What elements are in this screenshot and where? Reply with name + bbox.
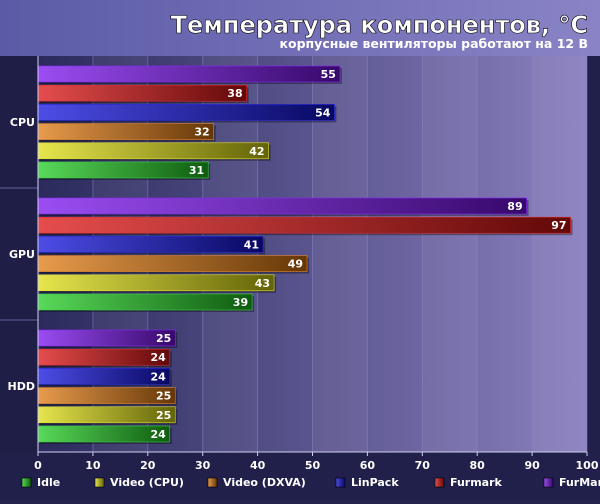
x-tick-label: 60 [360,459,376,472]
grid-band [92,56,148,452]
x-tick-label: 10 [85,459,101,472]
bar-hdd-video-dxva- [37,387,176,404]
legend-swatch [543,477,554,488]
category-label: HDD [8,380,35,393]
legend-swatch [21,477,32,488]
data-label: 25 [156,332,171,345]
data-label: 24 [150,370,166,383]
data-label: 43 [255,277,270,290]
bar-hdd-video-cpu- [37,406,176,424]
x-tick-label: 90 [524,459,540,472]
category-label: GPU [9,248,35,261]
bar-cpu-video-dxva- [37,123,214,140]
data-label: 97 [551,219,566,232]
bar-cpu-linpack [37,104,335,121]
bar-gpu-video-cpu- [37,274,275,292]
bar-hdd-furmark-linpack [37,329,176,347]
bar-gpu-linpack [37,236,264,253]
data-label: 25 [156,409,171,422]
x-tick-label: 100 [576,459,599,472]
legend-swatch [94,477,105,488]
legend-swatch [434,477,445,488]
x-tick-label: 40 [250,459,266,472]
data-label: 49 [288,258,303,271]
x-tick-label: 20 [140,459,156,472]
x-tick-label: 0 [34,459,42,472]
data-label: 25 [156,390,171,403]
data-label: 32 [194,126,209,139]
category-band [0,56,38,452]
x-tick-label: 80 [470,459,486,472]
grid-band [312,56,368,452]
grid-band [422,56,478,452]
data-label: 42 [249,145,264,158]
bar-gpu-furmark-linpack [37,197,527,215]
grid-band [202,56,258,452]
legend-swatch [207,477,218,488]
legend-label: Furmark [450,476,503,489]
legend-label: FurMark+LinPack [559,476,600,489]
grid-band [532,56,587,452]
bar-cpu-furmark [37,84,247,102]
x-tick-label: 30 [195,459,211,472]
bar-cpu-furmark-linpack [37,65,341,83]
data-label: 31 [189,164,204,177]
legend-label: Video (DXVA) [223,476,306,489]
category-label: CPU [10,116,35,129]
bar-gpu-furmark [37,216,571,234]
bar-gpu-video-dxva- [37,255,308,272]
data-label: 39 [233,296,248,309]
x-tick-label: 70 [415,459,431,472]
chart-subtitle: корпусные вентиляторы работают на 12 В [280,36,588,51]
data-label: 54 [315,106,331,119]
data-label: 24 [150,351,166,364]
legend-label: Video (CPU) [110,476,184,489]
data-label: 41 [244,238,259,251]
legend-label: LinPack [351,476,399,489]
data-label: 89 [507,200,522,213]
chart-title: Температура компонентов, °C [171,11,588,39]
header-band [0,0,600,56]
legend-swatch [335,477,346,488]
bar-cpu-video-cpu- [37,142,269,160]
data-label: 55 [321,68,336,81]
x-tick-label: 50 [305,459,321,472]
data-label: 38 [227,87,242,100]
bar-gpu-idle [37,293,253,311]
bar-cpu-idle [37,161,209,179]
legend-label: Idle [37,476,60,489]
data-label: 24 [150,428,166,441]
